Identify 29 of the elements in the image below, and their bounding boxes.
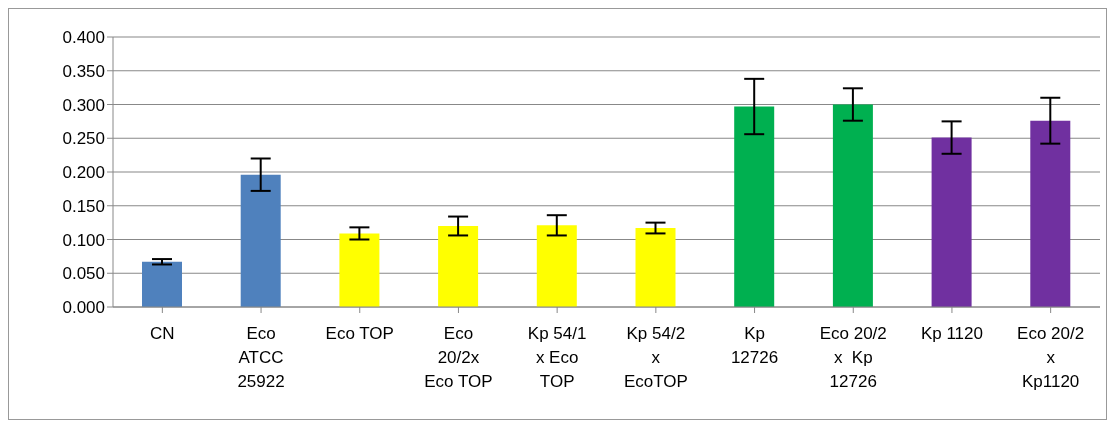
bar: [1030, 120, 1071, 307]
y-tick-label: 0.400: [62, 28, 105, 48]
y-tick-label: 0.100: [62, 230, 105, 250]
y-tick-label: 0.300: [62, 95, 105, 115]
y-tick-label: 0.000: [62, 298, 105, 318]
x-tick-label: Eco TOP: [325, 324, 394, 343]
x-tick-label: Eco 20/2 x Kp1120: [1017, 324, 1085, 391]
x-tick-label: Eco 20/2 x Kp 12726: [819, 324, 887, 391]
bar: [438, 226, 479, 307]
x-tick-label: Eco 20/2x Eco TOP: [424, 324, 493, 391]
x-tick-label: CN: [150, 324, 175, 343]
bar: [142, 261, 182, 307]
bar: [536, 225, 577, 307]
bar: [635, 228, 676, 307]
y-tick-label: 0.200: [62, 163, 105, 183]
bar: [832, 104, 873, 307]
bar: [931, 137, 972, 307]
y-tick-label: 0.350: [62, 61, 105, 81]
y-tick-label: 0.050: [62, 264, 105, 284]
bar: [240, 174, 281, 307]
x-tick-label: Kp 1120: [920, 324, 983, 343]
x-tick-label: Eco ATCC 25922: [237, 324, 285, 391]
y-tick-label: 0.250: [62, 129, 105, 149]
x-tick-label: Kp 54/2 x EcoTOP: [623, 324, 688, 391]
bar: [339, 233, 380, 307]
bar: [734, 106, 775, 307]
x-tick-label: Kp 54/1 x Eco TOP: [527, 324, 587, 391]
y-tick-label: 0.150: [62, 196, 105, 216]
x-tick-label: Kp 12726: [730, 324, 779, 367]
